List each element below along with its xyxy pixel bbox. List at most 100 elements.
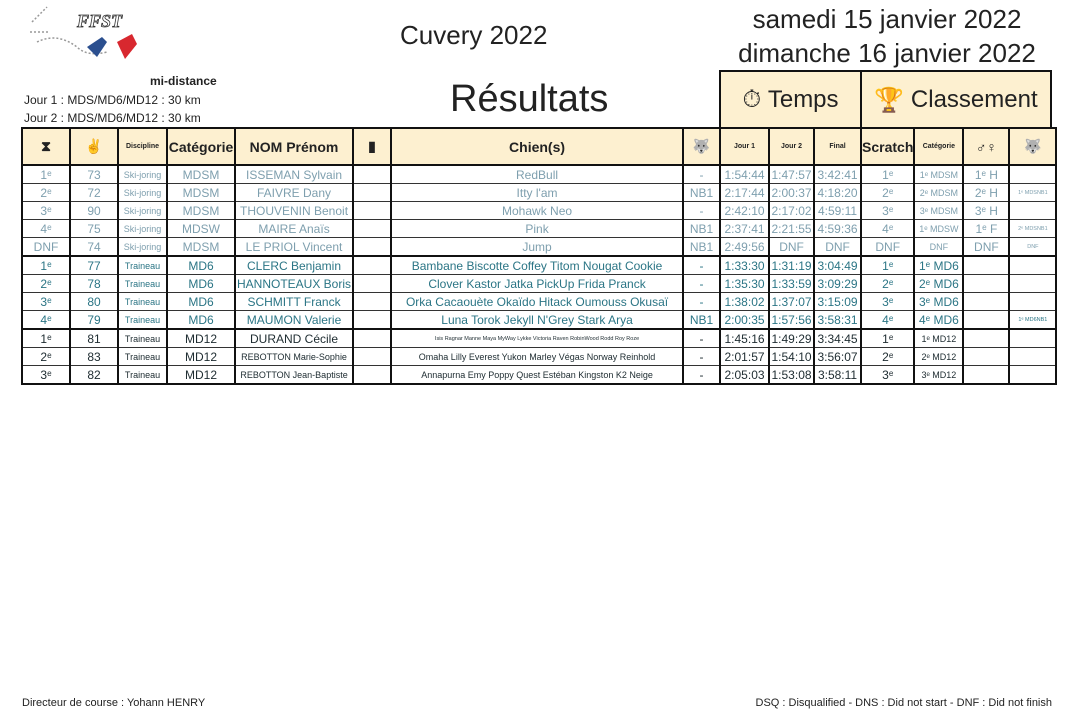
day2-time-cell: 1:49:29 (768, 328, 816, 348)
name-cell: DURAND Cécile (233, 328, 355, 348)
day2-time-cell: 2:21:55 (768, 219, 816, 238)
day2-time-cell: 1:33:59 (768, 274, 816, 293)
day1-time-cell: 2:01:57 (719, 347, 771, 366)
table-row: 1ᵉ 77 Traineau MD6 CLERC Benjamin Bambane Bis… (21, 255, 1058, 275)
name-cell: FAIVRE Dany (233, 183, 355, 202)
scratch-rank-cell: 2ᵉ (860, 183, 916, 202)
final-time-cell: 3:42:41 (813, 164, 863, 184)
name-cell: ISSEMAN Sylvain (233, 164, 355, 184)
discipline-cell: Traineau (117, 274, 168, 293)
bib-cell: 83 (69, 347, 119, 366)
sex-cell (352, 347, 393, 366)
bib-header: ✌ (69, 127, 119, 166)
rank-cell: 4ᵉ (21, 219, 71, 238)
scratch-rank-cell: 1ᵉ (860, 328, 916, 348)
final-time-cell: DNF (813, 237, 863, 257)
svg-text:FFST: FFST (76, 11, 123, 31)
date-day2: dimanche 16 janvier 2022 (738, 38, 1036, 68)
dogs-cell: Jump (390, 237, 685, 257)
table-row: 4ᵉ 79 Traineau MD6 MAUMON Valerie Luna Torok … (21, 310, 1058, 330)
nb-header: 🐺 (682, 127, 722, 166)
rank-cell: 3ᵉ (21, 292, 71, 311)
day2-time-cell: 1:37:07 (768, 292, 816, 311)
page-title: Résultats (450, 78, 609, 120)
dogs-cell: Mohawk Neo (390, 201, 685, 220)
nb-rank-cell (1008, 365, 1058, 385)
scratch-rank-cell: 4ᵉ (860, 219, 916, 238)
day1-time-cell: 2:49:56 (719, 237, 771, 257)
sex-rank-cell (962, 274, 1011, 293)
category-cell: MDSM (166, 183, 236, 202)
sex-rank-cell (962, 347, 1011, 366)
nb-cell: NB1 (682, 310, 722, 330)
temps-label: Temps (767, 86, 839, 113)
nb-rank-cell: 2ᵉ MDSNB1 (1008, 219, 1058, 238)
discipline-cell: Ski-joring (117, 201, 168, 220)
category-cell: MDSM (166, 164, 236, 184)
day1-time-cell: 1:38:02 (719, 292, 771, 311)
final-time-cell: 3:34:45 (813, 328, 863, 348)
day1-time-cell: 1:33:30 (719, 255, 771, 275)
category-rank-cell: 1ᵉ MDSM (913, 164, 965, 184)
dogs-cell: Bambane Biscotte Coffey Titom Nougat Coo… (390, 255, 685, 275)
sex-rank-cell: 1ᵉ F (962, 219, 1011, 238)
discipline-cell: Ski-joring (117, 183, 168, 202)
category-cell: MD12 (166, 365, 236, 385)
sex-rank-cell: DNF (962, 237, 1011, 257)
scratch-rank-cell: 2ᵉ (860, 347, 916, 366)
final-time-cell: 3:04:49 (813, 255, 863, 275)
day1-time-cell: 1:45:16 (719, 328, 771, 348)
bib-cell: 82 (69, 365, 119, 385)
day1-header: Jour 1 (719, 127, 771, 166)
bib-cell: 80 (69, 292, 119, 311)
bib-cell: 90 (69, 201, 119, 220)
scratch-rank-cell: 3ᵉ (860, 365, 916, 385)
discipline-cell: Traineau (117, 255, 168, 275)
sex-cell (352, 365, 393, 385)
sex-rank-cell (962, 255, 1011, 275)
nb-rank-cell: 1ᵉ MDSNB1 (1008, 183, 1058, 202)
bib-cell: 79 (69, 310, 119, 330)
category-cell: MD12 (166, 347, 236, 366)
dogs-cell: Luna Torok Jekyll N'Grey Stark Arya (390, 310, 685, 330)
dogs-cell: Itty l'am (390, 183, 685, 202)
final-time-cell: 3:09:29 (813, 274, 863, 293)
scratch-rank-cell: 3ᵉ (860, 201, 916, 220)
category-cell: MDSM (166, 237, 236, 257)
sex-cell (352, 219, 393, 238)
dogs-cell: Pink (390, 219, 685, 238)
nb-cell: - (682, 292, 722, 311)
category-cell: MDSW (166, 219, 236, 238)
sex-cell (352, 328, 393, 348)
scratch-header: Scratch (860, 127, 916, 166)
nb-cell: - (682, 274, 722, 293)
final-time-cell: 3:56:07 (813, 347, 863, 366)
rank-cell: 1ᵉ (21, 328, 71, 348)
sex-rank-cell (962, 328, 1011, 348)
scratch-rank-cell: 1ᵉ (860, 255, 916, 275)
sex-rank-header: ♂♀ (962, 127, 1011, 166)
final-header: Final (813, 127, 863, 166)
category-cell: MD6 (166, 292, 236, 311)
bib-cell: 73 (69, 164, 119, 184)
day2-time-cell: 1:54:10 (768, 347, 816, 366)
final-time-cell: 4:59:36 (813, 219, 863, 238)
nb-cell: NB1 (682, 219, 722, 238)
nb-rank-cell (1008, 274, 1058, 293)
category-rank-cell: 1ᵉ MD6 (913, 255, 965, 275)
bib-cell: 75 (69, 219, 119, 238)
discipline-cell: Traineau (117, 365, 168, 385)
scratch-rank-cell: 3ᵉ (860, 292, 916, 311)
day1-time-cell: 1:35:30 (719, 274, 771, 293)
final-time-cell: 3:15:09 (813, 292, 863, 311)
day2-header: Jour 2 (768, 127, 816, 166)
dogs-cell: Clover Kastor Jatka PickUp Frida Pranck (390, 274, 685, 293)
nb-cell: - (682, 328, 722, 348)
rank-cell: DNF (21, 237, 71, 257)
name-cell: THOUVENIN Benoit (233, 201, 355, 220)
category-rank-header: Catégorie (913, 127, 965, 166)
sex-header: ▮ (352, 127, 393, 166)
table-row: 3ᵉ 80 Traineau MD6 SCHMITT Franck Orka Cacaou… (21, 292, 1058, 311)
sex-rank-cell (962, 310, 1011, 330)
nb-rank-cell: 1ᵉ MD6NB1 (1008, 310, 1058, 330)
